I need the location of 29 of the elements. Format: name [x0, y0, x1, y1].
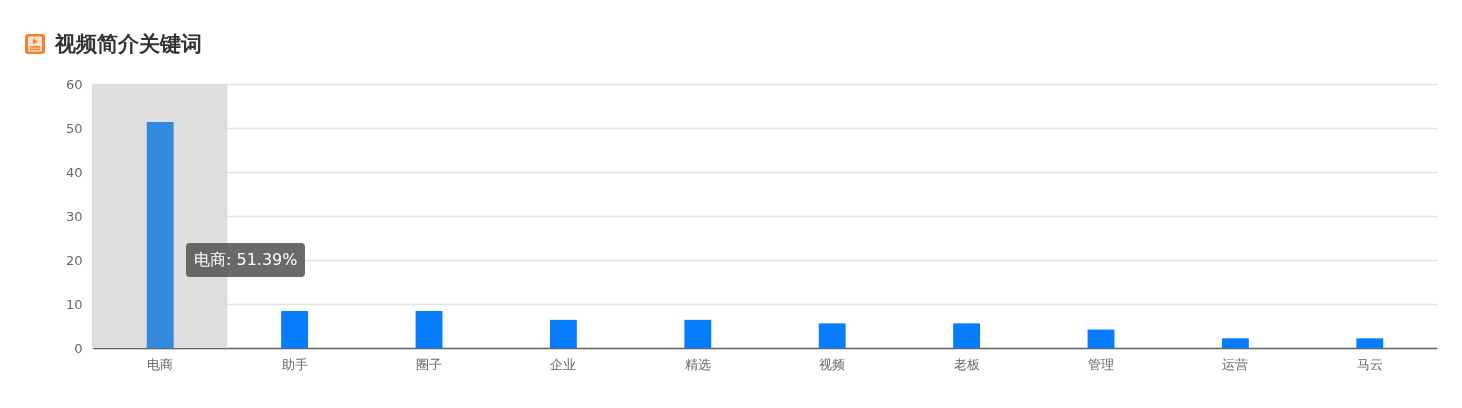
x-tick-label: 老板 [953, 356, 980, 372]
chart-title: 视频简介关键词 [55, 31, 202, 57]
y-tick-label: 20 [65, 252, 83, 268]
y-tick-label: 30 [65, 208, 83, 224]
bar [1356, 338, 1384, 348]
x-tick-label: 企业 [550, 356, 577, 372]
y-tick-label: 10 [65, 296, 83, 312]
bar [146, 121, 174, 348]
x-tick-label: 圈子 [416, 356, 442, 372]
y-tick-label: 50 [65, 120, 83, 136]
x-tick-label: 视频 [819, 356, 846, 372]
x-tick-label: 运营 [1222, 356, 1249, 372]
x-tick-label: 助手 [281, 356, 308, 372]
y-tick-label: 0 [74, 340, 83, 356]
bar [1221, 338, 1249, 348]
bar [818, 323, 846, 348]
x-tick-label: 电商 [147, 356, 174, 372]
x-tick-label: 精选 [684, 356, 711, 372]
x-tick-label: 管理 [1088, 356, 1114, 372]
x-tick-label: 马云 [1356, 356, 1383, 372]
bar [281, 311, 309, 348]
annotation: 电商: 51.39% [186, 243, 306, 278]
y-tick-label: 40 [65, 164, 83, 180]
bar [1087, 329, 1115, 348]
bar [549, 319, 577, 348]
bar [415, 311, 443, 348]
y-tick-label: 60 [65, 76, 83, 92]
bar [684, 319, 712, 348]
bar [953, 323, 981, 348]
